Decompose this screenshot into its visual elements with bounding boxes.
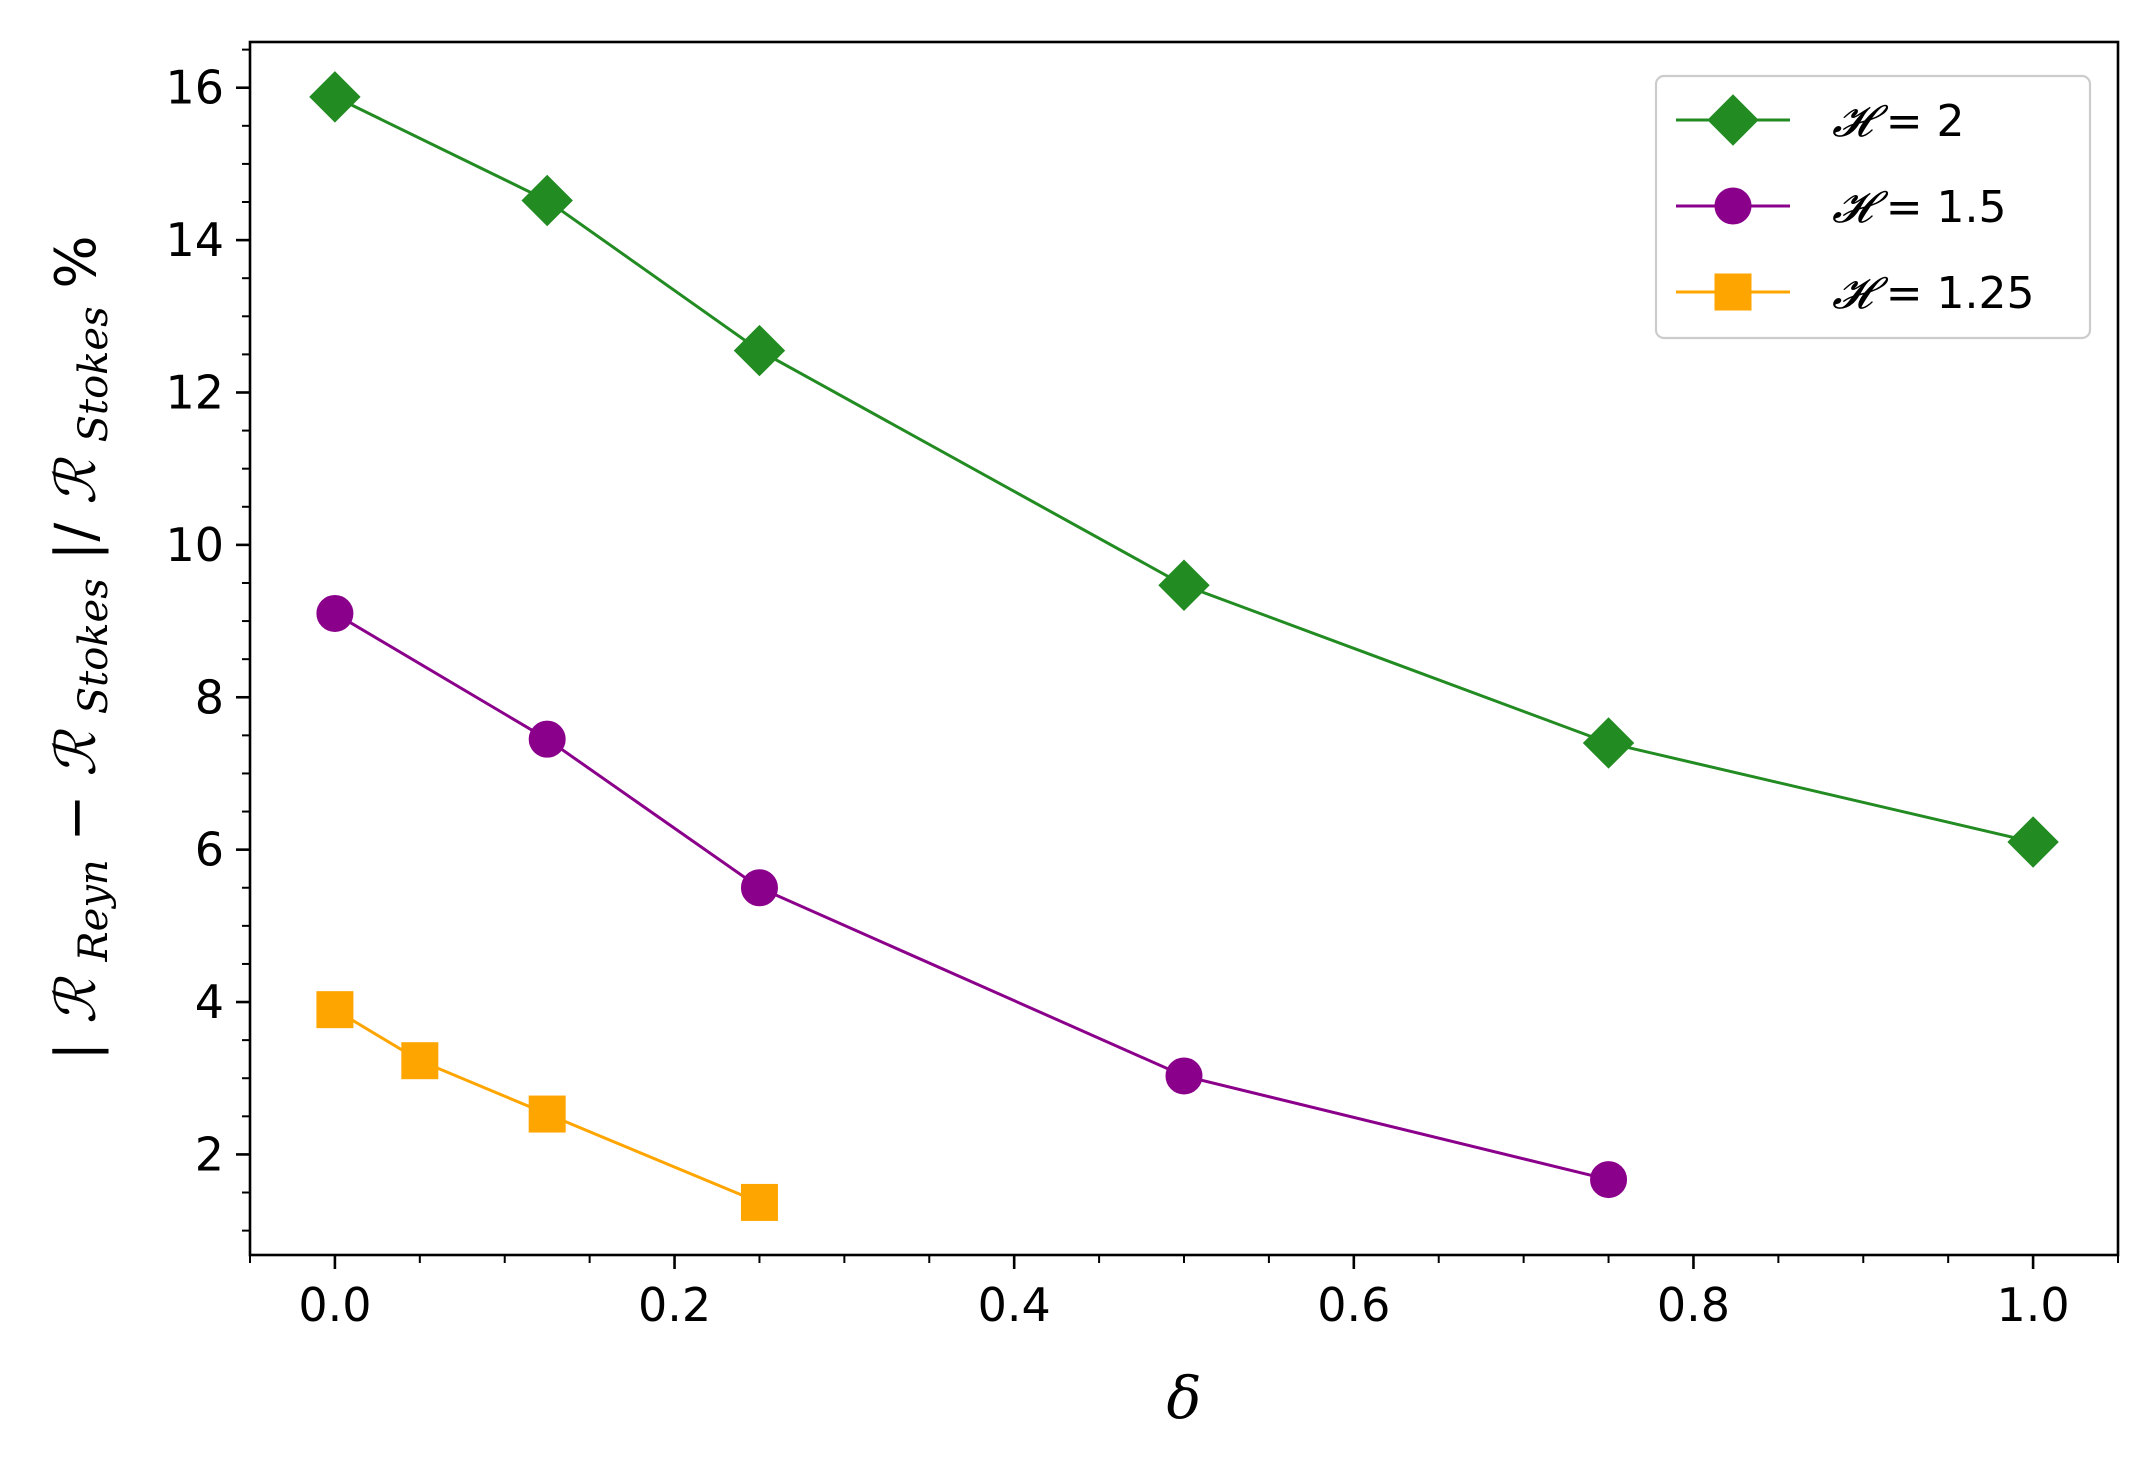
legend-item-h-2: 𝓗 = 2 xyxy=(1676,94,1965,147)
series-h-1-25 xyxy=(316,991,778,1221)
x-tick-label: 0.8 xyxy=(1657,1278,1730,1332)
data-point-h-1-25 xyxy=(316,991,354,1029)
y-label-percent: % xyxy=(44,235,109,288)
legend-item-h-1-25: 𝓗 = 1.25 xyxy=(1676,268,2035,319)
y-label-sub-reyn: Reyn xyxy=(71,859,117,962)
x-tick-label: 0.2 xyxy=(638,1278,711,1332)
y-major-ticks: 2 4 6 8 10 12 14 16 xyxy=(165,61,250,1181)
data-point-h-2 xyxy=(733,324,786,377)
legend-label: 𝓗 = 1.5 xyxy=(1832,182,2007,233)
plot-frame xyxy=(248,40,2120,1257)
data-point-h-1-5 xyxy=(316,594,354,632)
x-major-ticks: 0.0 0.2 0.4 0.6 0.8 1.0 xyxy=(298,1255,2070,1332)
y-label-abs-close: |/ xyxy=(44,523,109,561)
y-tick-label: 10 xyxy=(165,518,224,572)
y-label-r-reyn: ℛ xyxy=(44,976,109,1024)
legend-entries: 𝓗 = 2 𝓗 = 1.5 𝓗 = 1.25 xyxy=(1676,94,2035,319)
legend: 𝓗 = 2 𝓗 = 1.5 𝓗 = 1.25 xyxy=(1654,74,2092,340)
y-label-r-stokes-2: ℛ xyxy=(44,457,109,505)
data-point-h-1-5 xyxy=(1590,1161,1628,1199)
x-tick-label: 0.0 xyxy=(298,1278,371,1332)
legend-item-h-1-5: 𝓗 = 1.5 xyxy=(1676,182,2007,233)
y-label-r-stokes-1: ℛ xyxy=(44,729,109,777)
legend-label: 𝓗 = 2 xyxy=(1832,96,1965,147)
y-tick-label: 12 xyxy=(165,365,224,419)
data-point-h-1-5 xyxy=(740,869,778,907)
legend-marker xyxy=(1714,187,1752,225)
y-label-sub-stokes-2: Stokes xyxy=(71,306,117,442)
y-minor-ticks xyxy=(242,48,250,1232)
x-minor-ticks xyxy=(249,1255,2119,1263)
series-h-1-5 xyxy=(316,594,1628,1199)
data-point-h-1-5 xyxy=(528,720,566,758)
y-tick-label: 8 xyxy=(195,670,224,724)
x-tick-label: 1.0 xyxy=(1997,1278,2070,1332)
y-label-sub-stokes-1: Stokes xyxy=(71,578,117,714)
legend-marker xyxy=(1707,94,1759,146)
legend-label: 𝓗 = 1.25 xyxy=(1832,268,2035,319)
data-point-h-2 xyxy=(1158,559,1210,611)
legend-marker xyxy=(1714,273,1752,311)
series-line-h-2 xyxy=(334,95,2034,844)
y-tick-label: 16 xyxy=(165,61,224,115)
data-point-h-1-25 xyxy=(401,1042,439,1080)
y-axis-label: | ℛ Reyn − ℛ Stokes |/ ℛ Stokes % xyxy=(44,235,121,1060)
data-point-h-2 xyxy=(309,71,361,123)
y-label-abs-open: | xyxy=(44,1042,109,1061)
x-axis-label: δ xyxy=(1167,1364,1202,1432)
y-tick-label: 4 xyxy=(195,975,224,1029)
data-point-h-1-25 xyxy=(528,1095,566,1133)
data-point-h-2 xyxy=(2007,816,2059,868)
legend-box xyxy=(1654,74,2092,340)
data-point-h-1-5 xyxy=(1165,1057,1203,1095)
series-layer xyxy=(309,71,2059,1221)
data-point-h-2 xyxy=(521,174,573,227)
series-line-h-1-25 xyxy=(334,1008,761,1204)
y-tick-label: 6 xyxy=(195,823,224,877)
x-tick-label: 0.4 xyxy=(978,1278,1051,1332)
y-label-minus: − xyxy=(44,777,109,842)
data-point-h-1-25 xyxy=(740,1183,778,1221)
y-tick-label: 14 xyxy=(165,213,224,267)
data-point-h-2 xyxy=(1582,717,1635,769)
series-h-2 xyxy=(309,71,2059,868)
x-tick-label: 0.6 xyxy=(1317,1278,1390,1332)
y-tick-label: 2 xyxy=(195,1127,224,1181)
